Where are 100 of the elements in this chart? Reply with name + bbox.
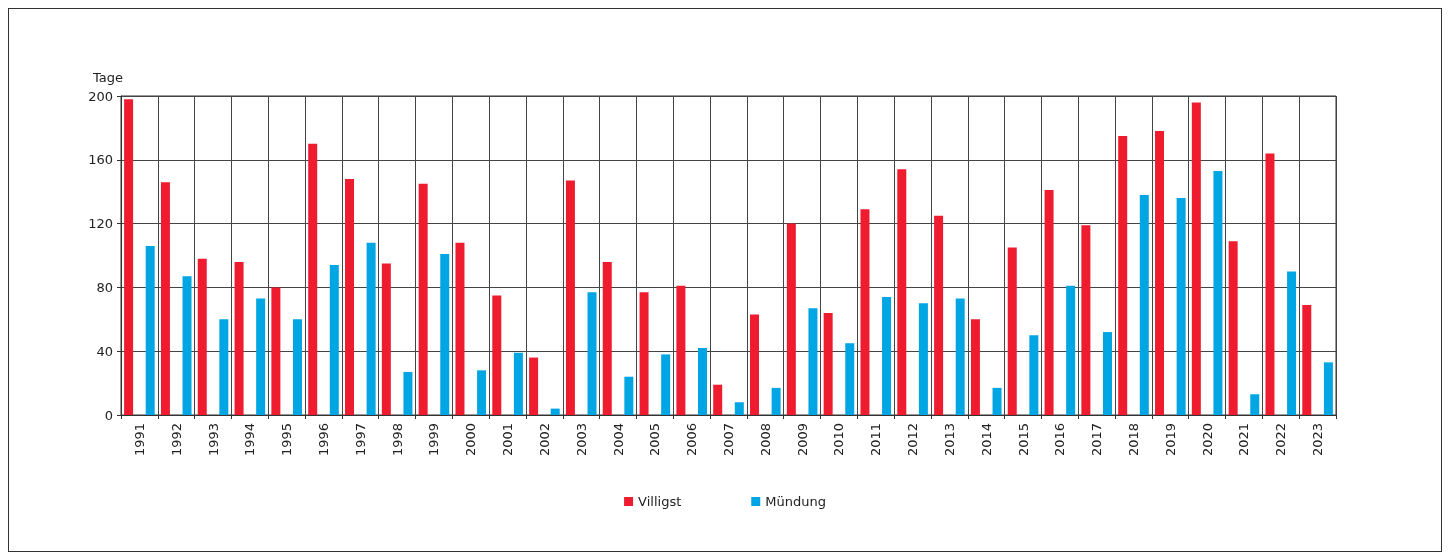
bar — [1029, 335, 1039, 415]
bar — [234, 261, 244, 415]
bar — [160, 182, 170, 415]
bar — [676, 285, 686, 415]
x-tick-label: 2011 — [868, 423, 884, 457]
x-tick-label: 2013 — [941, 423, 957, 457]
bar — [587, 292, 597, 415]
bar — [455, 242, 465, 415]
bar — [1265, 153, 1275, 415]
bar — [602, 261, 612, 415]
x-tick-label: 1994 — [242, 423, 258, 457]
bar — [713, 384, 723, 415]
y-tick-label: 40 — [96, 343, 113, 359]
x-tick-label: 2018 — [1126, 423, 1141, 457]
x-tick-label: 1992 — [168, 423, 184, 457]
x-tick-label: 2008 — [757, 423, 773, 457]
bar — [897, 169, 907, 415]
y-tick-label: 160 — [88, 152, 113, 168]
bar — [440, 253, 450, 415]
bar — [992, 387, 1002, 415]
bar — [292, 319, 302, 415]
bar — [845, 343, 855, 415]
x-tick-label: 2002 — [536, 423, 552, 457]
bar — [219, 319, 229, 415]
bar — [418, 183, 428, 415]
y-tick-label: 120 — [88, 216, 113, 232]
y-tick-label: 200 — [88, 88, 113, 104]
bar — [624, 376, 634, 415]
bar — [1287, 271, 1297, 415]
bar — [860, 209, 870, 415]
x-tick-label: 2000 — [463, 423, 479, 457]
x-tick-label: 1993 — [205, 423, 221, 457]
x-tick-label: 1998 — [389, 423, 405, 457]
bar — [1044, 190, 1054, 415]
bar — [1228, 241, 1238, 415]
x-tick-label: 1996 — [316, 423, 331, 457]
x-tick-label: 2005 — [647, 423, 663, 457]
bar — [882, 296, 892, 415]
x-tick-label: 2001 — [500, 423, 516, 457]
bar — [1102, 332, 1112, 415]
x-tick-label: 2007 — [721, 423, 736, 457]
x-tick-label: 2004 — [610, 423, 626, 457]
bar — [970, 319, 980, 415]
bar — [256, 298, 266, 415]
bar — [1250, 394, 1260, 415]
bar — [145, 245, 155, 415]
bar — [934, 215, 944, 415]
bar — [918, 303, 928, 415]
x-tick-label: 2016 — [1052, 423, 1068, 457]
bar — [734, 402, 744, 415]
bar — [1066, 285, 1076, 415]
x-tick-label: 1991 — [131, 423, 147, 457]
bar — [308, 143, 318, 415]
x-tick-label: 2019 — [1162, 423, 1178, 457]
bar — [1302, 304, 1312, 415]
y-tick-label: 0 — [104, 407, 113, 423]
bar — [639, 292, 649, 415]
bar — [808, 308, 818, 415]
x-tick-label: 2015 — [1015, 423, 1031, 457]
bar — [1155, 131, 1165, 415]
bar — [1176, 198, 1186, 415]
x-tick-label: 2014 — [978, 423, 994, 457]
x-tick-label: 1999 — [426, 423, 442, 457]
x-tick-label: 1995 — [279, 423, 295, 457]
bar — [345, 178, 355, 415]
x-tick-label: 2003 — [573, 423, 589, 457]
bar — [529, 357, 539, 415]
x-tick-label: 2017 — [1089, 423, 1105, 457]
legend-label: Mündung — [765, 494, 826, 509]
x-tick-label: 1997 — [352, 423, 368, 457]
x-tick-label: 2020 — [1199, 423, 1215, 457]
bar — [513, 352, 523, 415]
bar — [1191, 102, 1201, 415]
bar — [1081, 225, 1091, 415]
bar — [750, 314, 760, 415]
bar — [786, 223, 796, 415]
bar — [403, 371, 413, 415]
x-tick-label: 2023 — [1310, 423, 1326, 457]
bar — [661, 354, 671, 415]
bar — [182, 276, 192, 415]
bar — [271, 287, 281, 415]
bar — [823, 312, 833, 415]
y-axis-title: Tage — [91, 70, 123, 85]
x-tick-label: 2010 — [831, 423, 847, 457]
bar — [565, 180, 575, 415]
x-tick-label: 2012 — [905, 423, 921, 457]
y-tick-label: 80 — [96, 279, 113, 295]
bar — [477, 370, 487, 415]
x-tick-label: 2009 — [794, 423, 810, 457]
bar — [124, 99, 134, 415]
bar — [550, 408, 560, 415]
bar — [1139, 194, 1149, 415]
bar — [197, 258, 207, 415]
bar — [1213, 170, 1223, 415]
bar — [381, 263, 391, 415]
x-tick-label: 2021 — [1236, 423, 1252, 457]
bar — [1323, 362, 1333, 415]
x-tick-label: 2022 — [1273, 423, 1289, 457]
bar — [771, 387, 781, 415]
x-tick-label: 2006 — [684, 423, 700, 457]
